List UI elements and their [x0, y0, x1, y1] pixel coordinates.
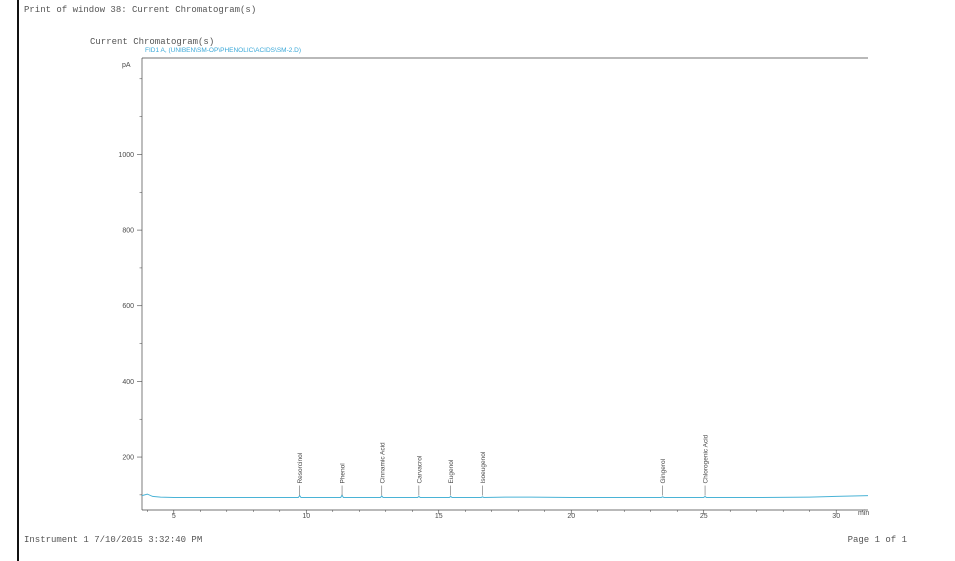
y-tick-label: 400	[122, 379, 134, 386]
y-tick-label: 600	[122, 303, 134, 310]
peak-label: Phenol	[340, 463, 347, 484]
x-axis-label: min	[858, 510, 869, 517]
x-tick-label: 10	[302, 513, 310, 520]
peak-label: Carvacrol	[416, 455, 423, 483]
peak-labels: Resorcinol Phenol Cinnamic Acid Carvacrol Eu…	[297, 434, 710, 496]
footer-page-number: Page 1 of 1	[847, 535, 907, 545]
print-header: Print of window 38: Current Chromatogram…	[24, 5, 257, 15]
trace-layer	[141, 493, 869, 499]
footer-instrument-timestamp: Instrument 1 7/10/2015 3:32:40 PM	[24, 535, 203, 545]
y-tick-label: 200	[122, 455, 134, 462]
x-tick-label: 20	[567, 513, 575, 520]
x-tick-label: 25	[700, 513, 708, 520]
x-tick-label: 5	[172, 513, 176, 520]
peak-label: Cinnamic Acid	[379, 442, 386, 484]
peak-label: Eugenol	[448, 459, 455, 483]
peak-label: Resorcinol	[297, 452, 304, 483]
peak-label: Chlorogenic Acid	[703, 434, 710, 483]
signal-label: FID1 A, (UNIBEN\SM-OP\PHENOLIC\ACIDS\SM-…	[145, 47, 301, 54]
left-margin-rule	[17, 0, 19, 561]
x-tick-label: 15	[435, 513, 443, 520]
peak-label: Isoeugenol	[480, 451, 487, 483]
chart-section-title: Current Chromatogram(s)	[90, 37, 215, 47]
y-tick-label: 1000	[118, 152, 134, 159]
chart-axes: 200 400 600 800 1000 5 10 15 20 25 30	[118, 57, 868, 520]
chromatogram-trace	[141, 493, 869, 499]
y-tick-label: 800	[122, 228, 134, 235]
peak-label: Gingerol	[660, 458, 667, 483]
y-axis-label: pA	[122, 62, 131, 69]
x-tick-label: 30	[832, 513, 840, 520]
